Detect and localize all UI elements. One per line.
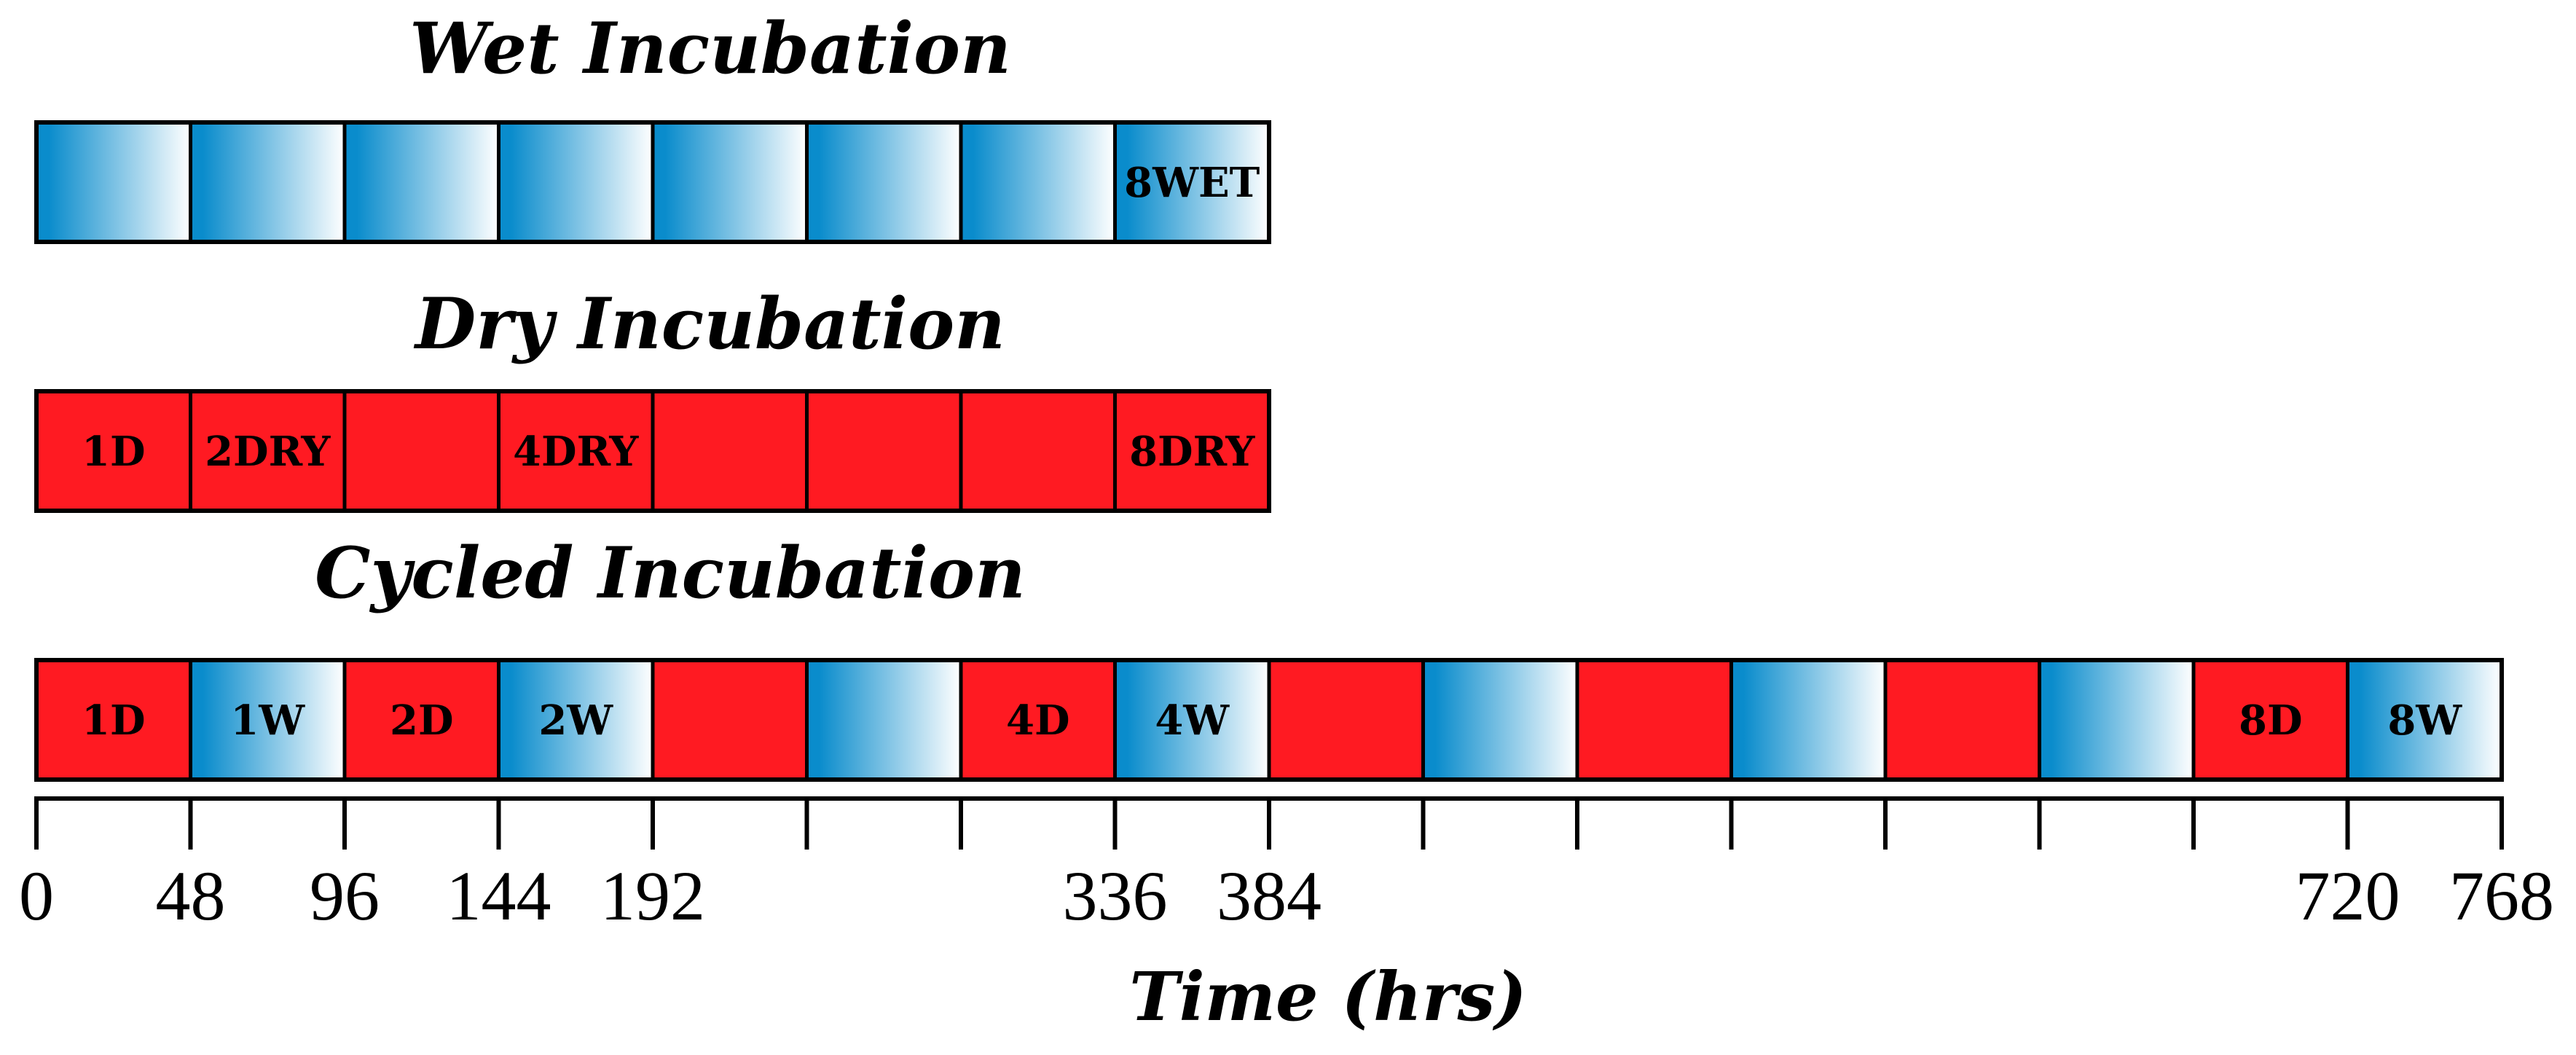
tick-label: 768 [2449,857,2554,935]
axis-title: Time (hrs) [1129,957,1527,1036]
dry-segment [1883,658,2041,782]
tick-label: 384 [1217,857,1322,935]
segment-label: 1W [230,697,305,745]
tick-label: 144 [447,857,551,935]
segment-label: 2W [538,697,613,745]
segment-label: 1D [82,697,146,745]
row-title: Dry Incubation [413,283,1005,365]
segment-label: 8WET [1124,159,1260,207]
segment-label: 4D [1006,697,1070,745]
wet-segment [651,120,809,244]
wet-segment [189,120,347,244]
wet-segment [342,120,500,244]
wet-segment [805,120,963,244]
segment-label: 1D [82,428,146,476]
segment-label: 4W [1155,697,1230,745]
wet-segment [189,658,347,782]
tick-label: 96 [310,857,380,935]
row-bar-outline [34,120,1271,244]
dry-segment [1267,658,1425,782]
tick-label: 0 [19,857,54,935]
dry-segment [342,389,500,513]
row-bar-outline [34,658,2504,782]
row-title: Cycled Incubation [315,532,1026,614]
dry-segment [1575,658,1733,782]
wet-segment [497,120,655,244]
time-axis: 0 48 96 144 192 336 384 720 768 Time (hrs) [19,796,2554,1036]
wet-segment [34,120,192,244]
tick-label: 336 [1063,857,1168,935]
tick-label: 48 [156,857,226,935]
row-bar-outline [34,389,1271,513]
wet-segment [1421,658,1579,782]
row-2: Dry Incubation 1D 2DRY 4DRY 8DRY [34,283,1271,513]
wet-segment [805,658,963,782]
dry-segment [2191,658,2349,782]
wet-segment [959,120,1117,244]
tick-label: 192 [600,857,705,935]
wet-segment [1113,120,1271,244]
row-title: Wet Incubation [409,7,1011,90]
wet-segment [2038,658,2196,782]
segment-label: 2D [390,697,454,745]
segment-label: 4DRY [513,428,639,476]
tick-label: 720 [2296,857,2400,935]
dry-segment [651,389,809,513]
segment-label: 8W [2387,697,2462,745]
wet-segment [1729,658,1888,782]
segment-label: 8D [2239,697,2303,745]
dry-segment [959,389,1117,513]
row-3: Cycled Incubation 1D 1W 2D 2W 4D 4W 8D 8W [34,532,2504,782]
dry-segment [34,658,192,782]
segment-label: 8DRY [1129,428,1255,476]
segment-label: 2DRY [205,428,331,476]
rows-layer: Wet Incubation 8WET Dry Incubation 1D 2DRY 4D… [34,7,2504,782]
dry-segment [651,658,809,782]
dry-segment [805,389,963,513]
row-1: Wet Incubation 8WET [34,7,1271,244]
